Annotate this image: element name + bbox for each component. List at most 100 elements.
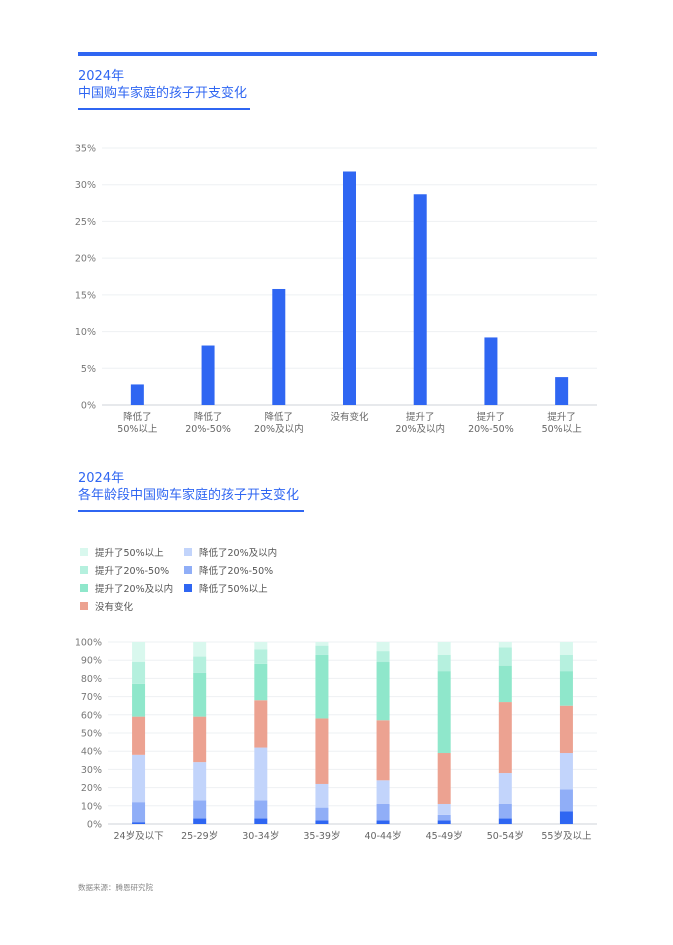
chart2-bar-segment	[254, 800, 268, 819]
chart2-x-tick-label: 24岁及以下	[114, 830, 164, 842]
chart2-bar-segment	[315, 820, 329, 824]
chart2-bar-segment	[437, 654, 451, 672]
chart1-bar	[201, 345, 215, 405]
chart2-bar-segment	[193, 656, 207, 673]
chart2-bar-segment	[376, 803, 390, 821]
chart1-x-tick-label: 20%及以内	[395, 423, 445, 435]
chart2-bar-segment	[254, 818, 268, 824]
chart1-x-tick-label: 降低了	[194, 411, 223, 423]
chart2-bar-segment	[498, 803, 512, 819]
chart1-x-tick-label: 50%以上	[117, 424, 158, 435]
chart1-bar	[484, 337, 498, 405]
chart1-x-tick-label: 提升了	[547, 411, 576, 423]
chart2-y-tick-label: 40%	[81, 747, 102, 758]
chart1-y-tick-label: 30%	[75, 180, 96, 191]
legend-swatch	[80, 602, 88, 610]
legend-item: 没有变化	[80, 599, 133, 613]
chart2-bar-segment	[437, 814, 451, 821]
chart2-bar-segment	[559, 811, 573, 824]
chart2-bar-segment	[437, 820, 451, 824]
chart2-bar-segment	[132, 822, 146, 824]
chart1-bar-chart: 0%5%10%15%20%25%30%35%降低了50%以上降低了20%-50%…	[75, 144, 597, 435]
chart1-x-tick-label: 20%及以内	[254, 423, 304, 435]
chart2-bar-segment	[437, 753, 451, 804]
chart1-title: 中国购车家庭的孩子开支变化	[78, 86, 248, 101]
chart2-title-block: 2024年 各年龄段中国购车家庭的孩子开支变化	[78, 470, 304, 512]
chart1-y-tick-label: 10%	[75, 327, 96, 338]
chart2-bar-segment	[498, 647, 512, 666]
chart2-x-tick-label: 35-39岁	[303, 830, 340, 842]
chart1-x-tick-label: 降低了	[265, 411, 294, 423]
chart2-bar-segment	[132, 754, 146, 803]
chart1-x-tick-label: 降低了	[123, 411, 152, 423]
chart1-bar	[130, 384, 144, 405]
chart1-y-tick-label: 20%	[75, 254, 96, 265]
chart2-bar-segment	[254, 747, 268, 801]
chart1-y-tick-label: 35%	[75, 144, 96, 155]
chart2-bar-segment	[376, 651, 390, 663]
legend-label: 提升了20%及以内	[95, 584, 174, 595]
legend-label: 降低了20%及以内	[199, 548, 278, 559]
chart1-y-tick-label: 25%	[75, 217, 96, 228]
chart2-bar-segment	[559, 642, 573, 655]
chart2-x-tick-label: 25-29岁	[181, 830, 218, 842]
chart2-y-tick-label: 0%	[87, 820, 102, 831]
legend-label: 降低了50%以上	[199, 584, 268, 595]
chart2-bar-segment	[559, 654, 573, 672]
legend-label: 提升了20%-50%	[95, 566, 170, 577]
chart2-stacked-bar-chart: 0% 10% 20% 30% 40% 50% 60% 70% 80% 90% 100% 24岁及以下 2…	[75, 638, 597, 842]
chart2-x-tick-label: 40-44岁	[365, 830, 402, 842]
chart1-x-tick-label: 20%-50%	[185, 424, 231, 435]
chart2-bar-segment	[254, 642, 268, 650]
chart2-y-tick-label: 100%	[75, 638, 102, 649]
chart1-y-tick-label: 5%	[81, 364, 96, 375]
chart2-bar-segment	[376, 642, 390, 652]
chart2-bar-segment	[315, 718, 329, 784]
chart2-bar-segment	[315, 642, 329, 646]
chart1-x-tick-label: 20%-50%	[468, 424, 514, 435]
chart2-x-tick-label: 55岁及以上	[541, 830, 592, 842]
chart2-y-tick-label: 60%	[81, 710, 102, 721]
top-accent-bar	[78, 52, 597, 56]
chart2-bar-segment	[193, 642, 207, 657]
legend-swatch	[184, 566, 192, 574]
chart2-bar-segment	[498, 818, 512, 824]
legend-swatch	[80, 548, 88, 556]
legend-swatch	[184, 584, 192, 592]
chart2-x-tick-label: 30-34岁	[242, 830, 279, 842]
chart2-y-tick-label: 20%	[81, 783, 102, 794]
legend-label: 没有变化	[95, 602, 134, 613]
chart2-bar-segment	[315, 783, 329, 808]
chart1-x-tick-label: 提升了	[406, 411, 435, 423]
chart2-bar-segment	[315, 807, 329, 821]
chart2-bar-segment	[315, 654, 329, 719]
chart2-bar-segment	[254, 700, 268, 748]
chart2-x-tick-label: 45-49岁	[426, 830, 463, 842]
legend-item: 降低了20%及以内	[184, 545, 277, 559]
legend-label: 提升了50%以上	[95, 548, 164, 559]
chart1-bar	[413, 194, 427, 405]
legend-swatch	[184, 548, 192, 556]
chart1-title-underline	[78, 108, 250, 110]
chart2-bar-segment	[132, 683, 146, 717]
chart2-y-tick-label: 90%	[81, 656, 102, 667]
chart2-bar-segment	[193, 818, 207, 824]
chart2-title: 各年龄段中国购车家庭的孩子开支变化	[78, 488, 300, 503]
chart2-bar-segment	[437, 671, 451, 754]
chart2-bar-segment	[132, 802, 146, 823]
legend-item: 提升了50%以上	[80, 545, 164, 559]
chart2-bar-segment	[132, 662, 146, 684]
chart1-y-tick-label: 15%	[75, 290, 96, 301]
chart1-x-tick-label: 没有变化	[330, 411, 369, 423]
legend-item: 降低了50%以上	[184, 581, 268, 595]
chart2-bar-segment	[559, 705, 573, 754]
chart2-bar-segment	[498, 773, 512, 804]
legend-label: 降低了20%-50%	[199, 566, 274, 577]
chart2-y-tick-label: 10%	[81, 801, 102, 812]
chart2-bar-segment	[559, 789, 573, 812]
data-source-note: 数据来源：腾恩研究院	[78, 883, 153, 892]
chart2-bar-segment	[437, 642, 451, 655]
legend-swatch	[80, 584, 88, 592]
legend-swatch	[80, 566, 88, 574]
chart1-title-block: 2024年 中国购车家庭的孩子开支变化	[78, 68, 250, 110]
